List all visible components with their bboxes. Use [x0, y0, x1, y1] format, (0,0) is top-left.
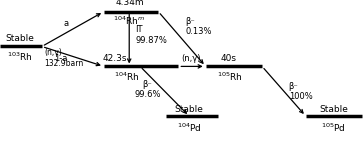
Text: β⁻
100%: β⁻ 100% — [289, 82, 312, 101]
Text: Stable: Stable — [319, 105, 348, 114]
Text: 42.3s: 42.3s — [103, 54, 127, 63]
Text: 4.34m: 4.34m — [115, 0, 144, 7]
Text: a: a — [64, 19, 69, 28]
Text: $^{105}$Pd: $^{105}$Pd — [321, 121, 346, 134]
Text: 40s: 40s — [221, 54, 237, 63]
Text: $^{104}$Rh$^{m}$: $^{104}$Rh$^{m}$ — [114, 15, 146, 27]
Text: $^{104}$Pd: $^{104}$Pd — [177, 121, 202, 134]
Text: $^{104}$Rh: $^{104}$Rh — [114, 71, 139, 83]
Text: Stable: Stable — [175, 105, 204, 114]
Text: (n,γ): (n,γ) — [181, 54, 201, 63]
Text: $^{105}$Rh: $^{105}$Rh — [217, 71, 243, 83]
Text: (n,γ)
132.9barn: (n,γ) 132.9barn — [44, 48, 84, 68]
Text: $^{103}$Rh: $^{103}$Rh — [7, 51, 33, 63]
Text: Stable: Stable — [5, 34, 35, 43]
Text: β⁻
0.13%: β⁻ 0.13% — [186, 17, 212, 36]
Text: β⁻
99.6%: β⁻ 99.6% — [134, 80, 161, 99]
Text: IT
99.87%: IT 99.87% — [135, 25, 167, 44]
Text: 1-a: 1-a — [55, 54, 68, 63]
